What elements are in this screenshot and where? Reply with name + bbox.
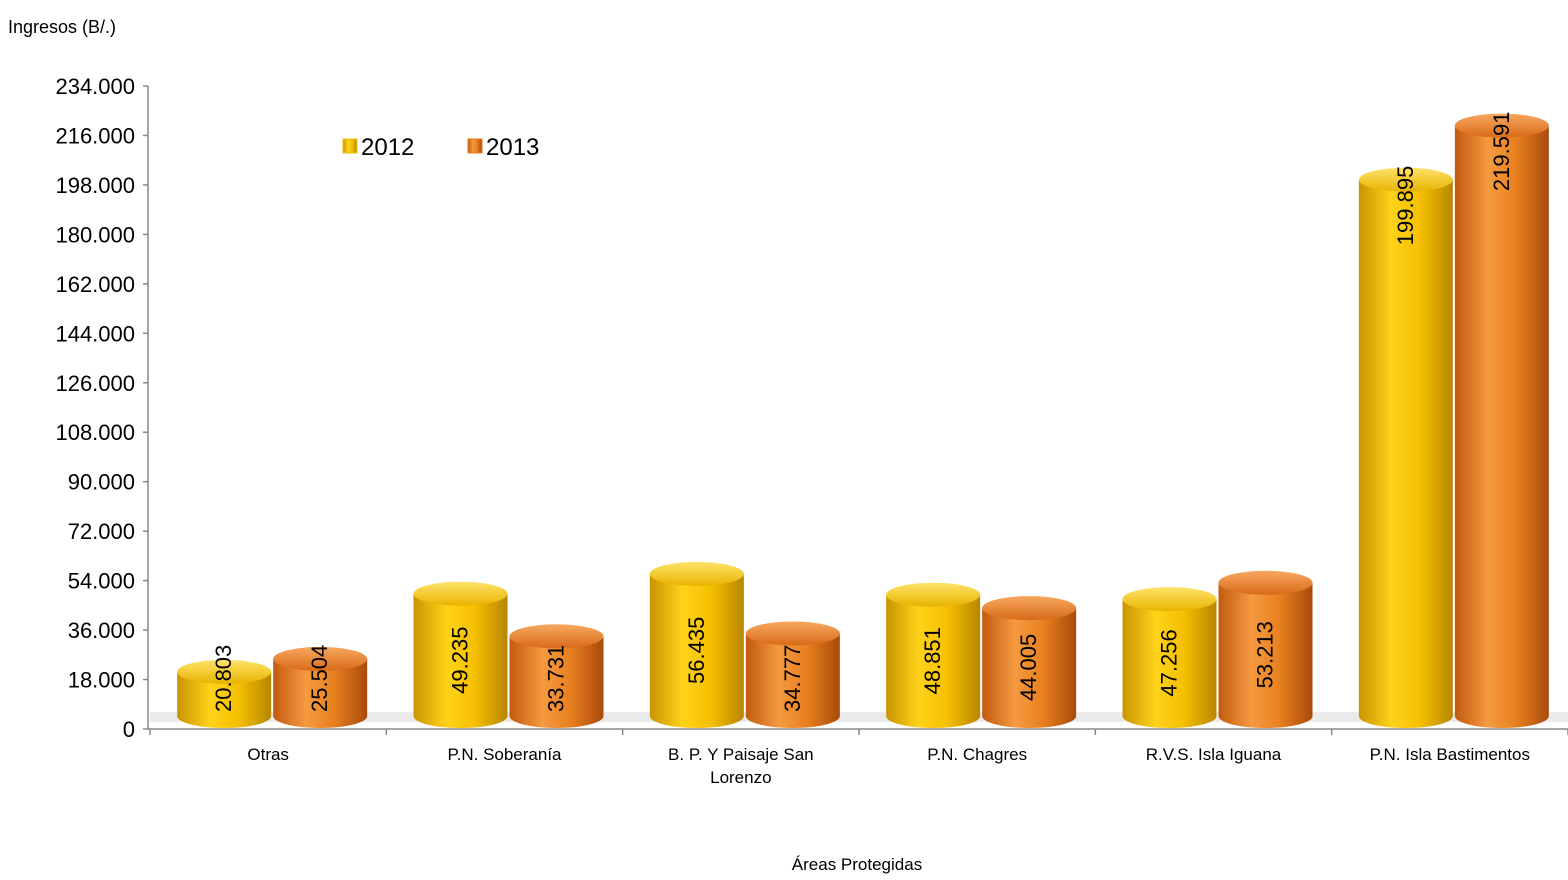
y-tick-label: 144.000 (55, 321, 135, 346)
bar-top (886, 582, 981, 607)
bar-body (413, 593, 508, 728)
legend-swatch (342, 138, 358, 154)
bar-value-label: 49.235 (448, 627, 473, 694)
y-tick-label: 234.000 (55, 74, 135, 99)
bar-body (649, 573, 744, 728)
y-tick-label: 72.000 (68, 519, 135, 544)
bar-body (177, 671, 272, 728)
legend-label: 2012 (361, 134, 414, 161)
bar-value-label: 48.851 (920, 627, 945, 694)
bar-body (1358, 179, 1453, 728)
x-tick-label: P.N. Soberanía (447, 745, 562, 764)
y-axis: 0 18.000 36.000 54.000 72.000 90.000 108.000 12… (55, 74, 149, 742)
bar-2012: 199.895 (1356, 166, 1467, 728)
bar-value-label: 199.895 (1393, 166, 1418, 246)
bar-2013: 33.731 (507, 624, 618, 728)
bar-2013: 53.213 (1216, 570, 1327, 728)
bar-2012: 56.435 (647, 561, 758, 728)
bar-value-label: 34.777 (780, 645, 805, 712)
bar-body (982, 608, 1077, 728)
x-axis: Otras P.N. Soberanía B. P. Y Paisaje San Lo… (148, 728, 1568, 787)
x-tick-label: B. P. Y Paisaje San Lorenzo (668, 745, 814, 787)
x-tick-label: P.N. Isla Bastimentos (1370, 745, 1530, 764)
legend-label: 2013 (486, 134, 539, 161)
legend-item-2013: 2013 (467, 134, 539, 161)
bar-body (886, 594, 981, 728)
y-tick-label: 36.000 (68, 618, 135, 643)
bar-top (649, 561, 744, 586)
bar-body (1218, 582, 1313, 728)
bar-body (1122, 599, 1217, 728)
chart-floor (150, 712, 1568, 722)
bar-top (273, 646, 368, 671)
bar-body (509, 636, 604, 728)
bar-top (1122, 587, 1217, 612)
y-tick-label: 198.000 (55, 173, 135, 198)
bar-value-label: 20.803 (211, 645, 236, 712)
y-tick-label: 126.000 (55, 371, 135, 396)
bar-2013: 25.504 (271, 645, 382, 728)
floor-plane (150, 712, 1568, 722)
bar-top (1218, 570, 1313, 595)
y-tick-label: 162.000 (55, 272, 135, 297)
bar-top (1454, 113, 1549, 138)
bars: 20.803 25.504 49.235 33.731 56.435 34.777 48.8… (175, 112, 1563, 728)
bar-top (1358, 167, 1453, 192)
bar-top (509, 624, 604, 649)
y-tick-label: 0 (123, 717, 135, 742)
bar-value-label: 33.731 (544, 645, 569, 712)
bar-top (177, 659, 272, 684)
x-axis-title: Áreas Protegidas (792, 855, 922, 874)
bar-body (1454, 125, 1549, 728)
y-axis-title: Ingresos (B/.) (8, 17, 116, 37)
x-tick-label: R.V.S. Isla Iguana (1146, 745, 1282, 764)
bar-top (745, 621, 840, 646)
legend: 2012 2013 (342, 134, 539, 161)
bar-value-label: 47.256 (1157, 629, 1182, 696)
x-tick-label: P.N. Chagres (927, 745, 1027, 764)
legend-swatch (467, 138, 483, 154)
bar-top (982, 596, 1077, 621)
bar-value-label: 53.213 (1253, 621, 1278, 688)
y-tick-label: 180.000 (55, 222, 135, 247)
y-tick-label: 108.000 (55, 420, 135, 445)
x-tick-label: Otras (247, 745, 289, 764)
y-tick-label: 216.000 (55, 123, 135, 148)
bar-2012: 20.803 (175, 645, 286, 728)
bar-2013: 44.005 (980, 596, 1091, 728)
bar-body (745, 633, 840, 728)
y-tick-label: 54.000 (68, 569, 135, 594)
bar-value-label: 56.435 (684, 617, 709, 684)
bar-2013: 34.777 (743, 621, 854, 728)
bar-2012: 47.256 (1120, 587, 1231, 728)
y-tick-label: 18.000 (68, 668, 135, 693)
bar-value-label: 25.504 (307, 645, 332, 712)
bar-value-label: 44.005 (1016, 634, 1041, 701)
bar-value-label: 219.591 (1489, 112, 1514, 192)
y-tick-label: 90.000 (68, 470, 135, 495)
bar-2013: 219.591 (1452, 112, 1563, 728)
bar-2012: 49.235 (411, 581, 522, 728)
bar-body (273, 658, 368, 728)
legend-item-2012: 2012 (342, 134, 414, 161)
bar-2012: 48.851 (884, 582, 995, 728)
bar-top (413, 581, 508, 606)
